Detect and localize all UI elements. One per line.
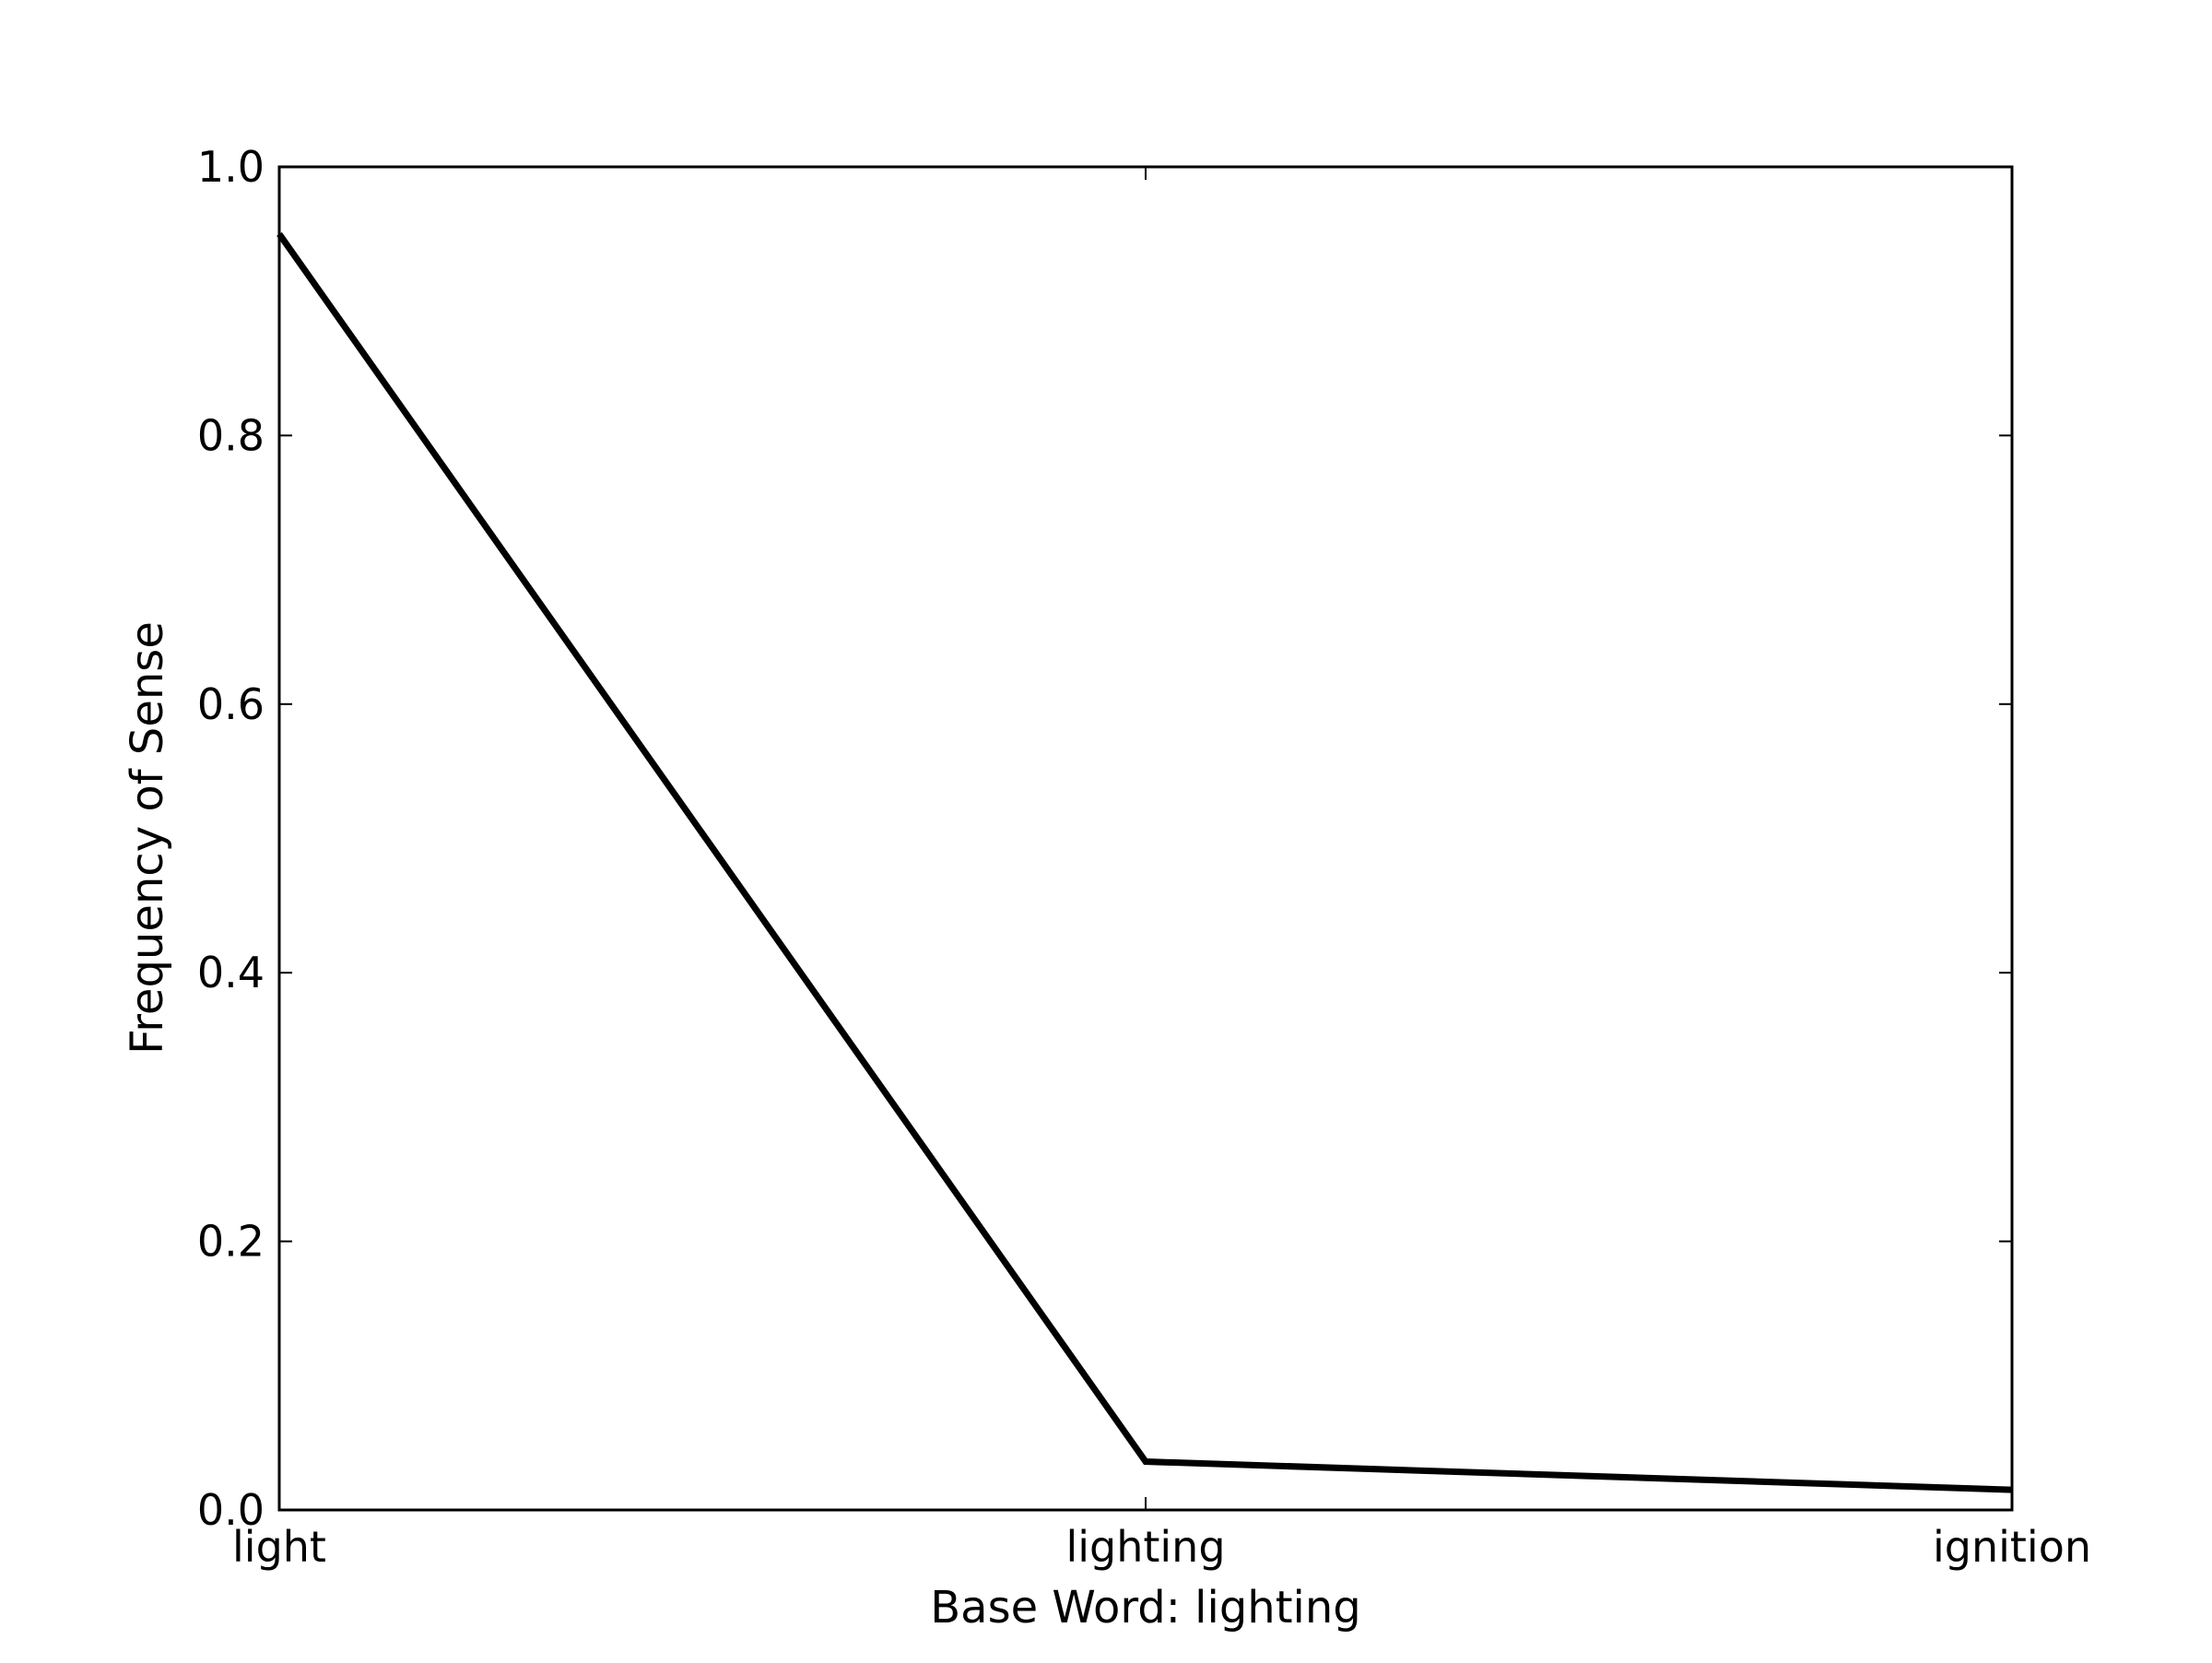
x-axis-label: Base Word: lighting xyxy=(930,1582,1361,1634)
x-tick-label: ignition xyxy=(1933,1522,2091,1572)
y-tick-label: 0.4 xyxy=(197,948,265,997)
x-tick-label: light xyxy=(232,1522,326,1572)
series-line xyxy=(276,231,2013,1493)
y-tick-label: 0.0 xyxy=(197,1485,265,1535)
y-tick-label: 1.0 xyxy=(197,142,265,192)
y-tick-label: 0.6 xyxy=(197,679,265,729)
x-tick-label: lighting xyxy=(1065,1522,1225,1572)
y-tick-label: 0.8 xyxy=(197,410,265,460)
plot-background xyxy=(279,167,2012,1510)
series-layer xyxy=(276,231,2013,1493)
y-tick-label: 0.2 xyxy=(197,1217,265,1267)
plot-frame xyxy=(277,165,2014,1512)
tick-labels-layer: 0.0 0.2 0.4 0.6 0.8 1.0 light lighting ignition xyxy=(197,142,2091,1572)
y-axis-label: Frequency of Sense xyxy=(122,621,173,1055)
